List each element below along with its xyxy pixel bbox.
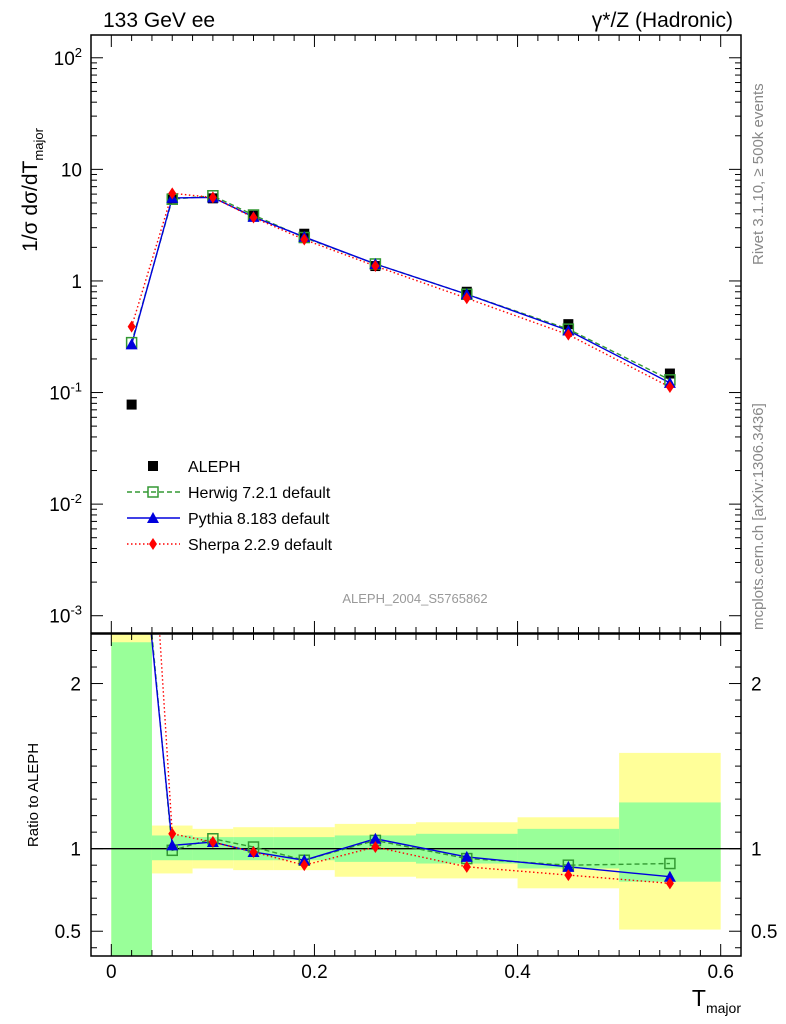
sherpa-main-point <box>300 233 309 246</box>
x-axis-label: Tmajor <box>692 985 741 1016</box>
sherpa-ratio-point <box>371 841 380 854</box>
rivet-text: Rivet 3.1.10, ≥ 500k events <box>750 83 767 265</box>
main-y-tick-label-base: 10 <box>61 160 82 181</box>
pythia-ratio-point <box>126 430 138 441</box>
ratio-y-tick-label-right: 2 <box>751 675 762 696</box>
legend-label-sherpa: Sherpa 2.2.9 default <box>188 537 333 554</box>
legend-label-herwig: Herwig 7.2.1 default <box>188 485 331 502</box>
legend-label-pythia: Pythia 8.183 default <box>188 511 330 528</box>
main-y-tick-label-base: 10 <box>49 495 70 516</box>
main-series-markers <box>125 187 676 410</box>
pythia-ratio-point <box>166 839 179 851</box>
ratio-y-tick-label-right: 1 <box>751 840 762 861</box>
x-axis-label-sub: major <box>706 1000 741 1016</box>
ratio-series-lines <box>150 634 670 885</box>
legend-marker-herwig <box>147 486 159 498</box>
ratio-uncertainty-bands <box>111 634 721 956</box>
sherpa-ratio-point <box>168 827 177 840</box>
pythia-ratio-point <box>562 860 575 872</box>
herwig-ratio-point <box>127 414 137 424</box>
sherpa-main-point <box>564 328 573 341</box>
main-series-lines <box>130 192 671 388</box>
sherpa-ratio-point <box>300 859 309 872</box>
main-y-tick-label: 10-2 <box>49 491 82 516</box>
pythia-main-point <box>125 338 138 350</box>
main-y-tick-label-base: 10 <box>54 49 75 70</box>
herwig-ratio-point <box>664 857 676 870</box>
ratio-y-tick-label-left: 2 <box>70 675 81 696</box>
sherpa-main-point <box>371 260 380 273</box>
sherpa-ratio-point <box>128 182 136 194</box>
sherpa-ratio-point <box>462 860 471 873</box>
main-y-tick-label: 1 <box>71 272 82 293</box>
sherpa-ratio-line <box>158 634 670 885</box>
legend-marker-data <box>148 461 158 471</box>
legend-marker-pythia <box>147 512 159 523</box>
main-y-tick-label: 102 <box>54 45 82 70</box>
legend-label-data: ALEPH <box>188 459 240 476</box>
main-y-tick-label: 10-1 <box>49 380 82 405</box>
x-tick-label: 0.6 <box>707 962 733 983</box>
x-tick-label: 0 <box>106 962 117 983</box>
sherpa-ratio-point <box>665 877 674 890</box>
main-y-tick-label-base: 10 <box>49 384 70 405</box>
sherpa-main-point <box>168 187 177 200</box>
main-y-tick-label-exp: -1 <box>70 380 82 395</box>
mcplots-text: mcplots.cern.ch [arXiv:1306.3436] <box>750 403 767 630</box>
main-y-tick-label: 10-3 <box>49 603 82 628</box>
x-axis-label-main: T <box>692 985 706 1011</box>
main-y-tick-label-exp: -2 <box>70 491 82 506</box>
ratio-frame <box>90 633 742 957</box>
header-left-title: 133 GeV ee <box>103 9 215 32</box>
ratio-y-tick-label-left: 1 <box>70 840 81 861</box>
main-y-tick-label-base: 1 <box>71 272 82 293</box>
x-tick-label: 0.2 <box>301 962 327 983</box>
main-frame <box>90 34 742 634</box>
ratio-series-markers <box>126 182 676 890</box>
pythia-main-line <box>130 196 671 384</box>
ratio-y-tick-label-left: 0.5 <box>55 922 81 943</box>
pythia-ratio-point <box>460 850 473 862</box>
sherpa-main-point <box>249 211 258 224</box>
legend: ALEPH Herwig 7.2.1 default Pythia 8.183 de… <box>127 459 333 554</box>
sherpa-main-point <box>665 381 674 394</box>
main-y-axis-label-sub: major <box>31 127 46 160</box>
data-main-point <box>664 368 675 379</box>
main-y-axis-label-text: 1/σ dσ/dTmajor <box>19 127 46 251</box>
ratio-band-inner <box>619 802 721 882</box>
main-y-axis-label-main: 1/σ dσ/dT <box>19 160 42 251</box>
ratio-band-inner <box>111 642 152 956</box>
main-y-tick-label: 10 <box>61 160 82 181</box>
herwig-main-line <box>130 195 671 381</box>
analysis-watermark: ALEPH_2004_S5765862 <box>342 591 487 606</box>
sherpa-main-point <box>462 292 471 305</box>
pythia-ratio-point <box>663 870 676 882</box>
sherpa-main-point <box>127 320 136 333</box>
main-y-tick-label-base: 10 <box>49 607 70 628</box>
main-y-tick-label-exp: -3 <box>70 603 82 618</box>
data-main-point <box>126 399 137 410</box>
ratio-y-tick-labels: 0.5 0.5 1 1 2 2 <box>55 675 778 944</box>
ratio-y-tick-label-right: 0.5 <box>751 922 777 943</box>
ratio-y-axis-label: Ratio to ALEPH <box>25 743 42 847</box>
sherpa-main-point <box>208 191 217 204</box>
sherpa-ratio-point <box>564 869 573 882</box>
sherpa-ratio-point <box>208 836 217 849</box>
main-y-tick-label-exp: 2 <box>75 45 82 60</box>
x-tick-labels: 0 0.2 0.4 0.6 <box>106 962 734 983</box>
header-right-title: γ*/Z (Hadronic) <box>592 9 733 32</box>
main-ticks <box>91 35 741 633</box>
main-y-axis-label: 1/σ dσ/dTmajor <box>19 127 46 251</box>
ratio-panel: 0.5 0.5 1 1 2 2 0 0.2 0.4 0.6 Ratio to ALEPH Tma… <box>25 182 778 1016</box>
sherpa-ratio-point <box>249 845 258 858</box>
pythia-ratio-point <box>369 832 382 844</box>
x-tick-label: 0.4 <box>504 962 531 983</box>
legend-marker-sherpa <box>149 538 157 550</box>
sherpa-main-line <box>130 192 671 388</box>
